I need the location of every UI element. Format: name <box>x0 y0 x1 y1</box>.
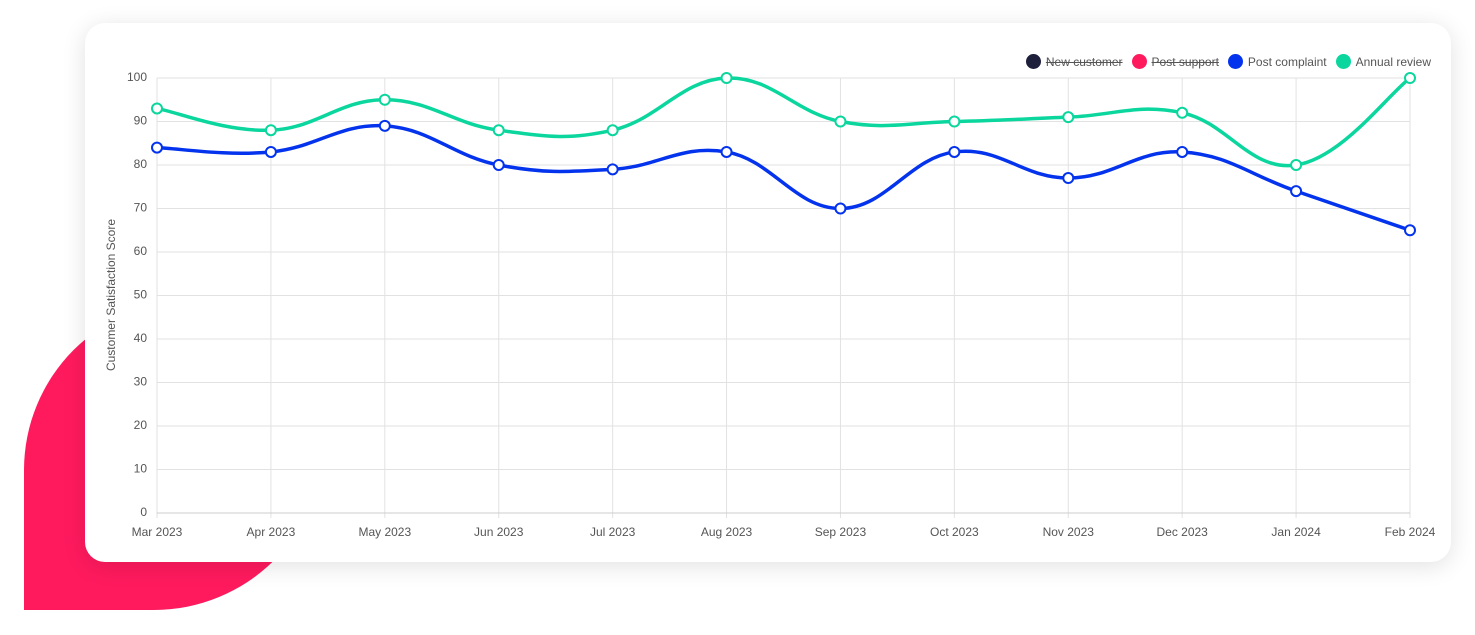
y-tick-label: 30 <box>134 375 148 389</box>
data-point <box>834 202 847 215</box>
x-tick-label: Oct 2023 <box>930 525 979 539</box>
data-point <box>151 102 163 115</box>
data-point <box>720 145 733 158</box>
data-point <box>1404 224 1416 237</box>
legend-label: New customer <box>1045 54 1123 69</box>
chart-card <box>85 23 1451 562</box>
legend-swatch <box>1025 54 1041 69</box>
data-point <box>264 145 277 158</box>
data-point <box>606 163 619 176</box>
y-tick-label: 10 <box>134 462 148 476</box>
data-point <box>1176 106 1189 119</box>
data-point <box>606 124 619 137</box>
y-tick-label: 20 <box>134 418 148 432</box>
legend-swatch <box>1335 54 1351 69</box>
x-tick-label: Jan 2024 <box>1271 525 1321 539</box>
series-line <box>156 76 1412 168</box>
x-tick-label: Mar 2023 <box>132 525 183 539</box>
x-tick-label: May 2023 <box>358 525 411 539</box>
legend-item[interactable]: Post complaint <box>1227 54 1327 69</box>
series-line <box>156 123 1411 232</box>
x-tick-label: Jun 2023 <box>474 525 524 539</box>
y-tick-label: 100 <box>127 70 147 84</box>
y-tick-label: 70 <box>134 201 148 215</box>
y-tick-label: 90 <box>134 114 148 128</box>
x-tick-label: Aug 2023 <box>701 525 753 539</box>
y-tick-label: 60 <box>134 244 148 258</box>
data-point <box>834 115 847 128</box>
x-tick-label: Dec 2023 <box>1156 525 1208 539</box>
legend-item[interactable]: New customer <box>1025 54 1123 69</box>
data-point <box>378 93 391 106</box>
x-tick-label: Sep 2023 <box>815 525 867 539</box>
legend-label: Annual review <box>1355 54 1431 69</box>
data-point <box>1062 111 1075 124</box>
data-point <box>151 141 163 154</box>
y-axis-label: Customer Satisfaction Score <box>104 219 118 371</box>
legend-item[interactable]: Post support <box>1131 54 1219 69</box>
data-point <box>1176 145 1189 158</box>
data-point <box>492 159 505 171</box>
y-tick-label: 40 <box>134 331 148 345</box>
data-point <box>1290 159 1303 171</box>
data-point <box>264 124 277 137</box>
x-tick-label: Jul 2023 <box>590 525 636 539</box>
data-point <box>378 119 391 132</box>
legend-label: Post complaint <box>1247 54 1327 69</box>
data-point <box>1404 72 1416 84</box>
y-tick-label: 50 <box>134 288 148 302</box>
data-point <box>492 124 505 137</box>
data-point <box>720 72 733 84</box>
data-point <box>948 145 961 158</box>
legend: New customer Post support Post complaint An… <box>1025 54 1431 69</box>
data-point <box>1062 172 1075 185</box>
legend-swatch <box>1131 54 1147 69</box>
x-tick-label: Nov 2023 <box>1043 525 1095 539</box>
x-tick-label: Feb 2024 <box>1385 525 1436 539</box>
y-tick-label: 80 <box>134 157 148 171</box>
data-point <box>948 115 961 128</box>
data-point <box>1290 185 1303 198</box>
y-tick-label: 0 <box>140 505 147 519</box>
x-tick-label: Apr 2023 <box>247 525 296 539</box>
legend-item[interactable]: Annual review <box>1335 54 1431 69</box>
legend-label: Post support <box>1151 54 1219 69</box>
legend-swatch <box>1227 54 1243 69</box>
